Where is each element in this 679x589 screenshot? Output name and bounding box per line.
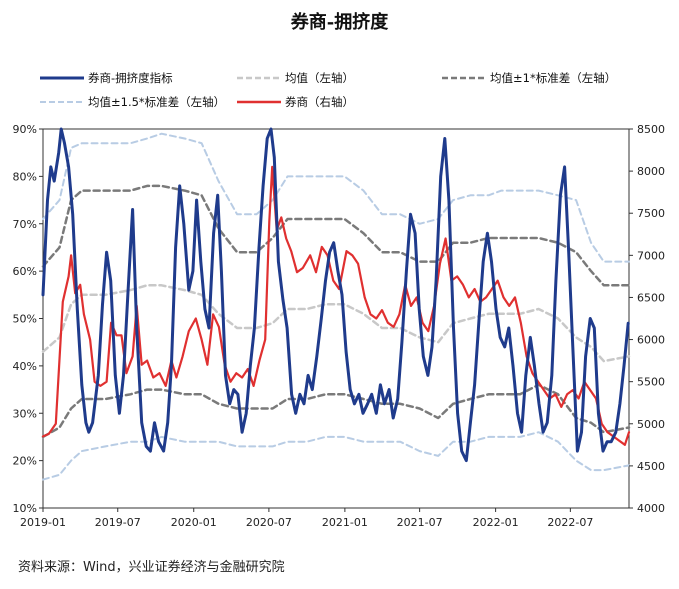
legend-label-broker: 券商（右轴） bbox=[285, 95, 354, 109]
y-right-tick-label: 6000 bbox=[637, 334, 665, 347]
y-left-tick-label: 30% bbox=[13, 407, 37, 420]
y-left-tick-label: 40% bbox=[13, 360, 37, 373]
y-right-tick-label: 7500 bbox=[637, 207, 665, 220]
plot-frame bbox=[42, 128, 630, 509]
chart-title: 券商-拥挤度 bbox=[290, 12, 389, 33]
y-left-tick-label: 90% bbox=[13, 123, 37, 136]
y-right-tick-label: 4000 bbox=[637, 502, 665, 515]
y-right-tick-label: 8500 bbox=[637, 123, 665, 136]
series-line-band15-lower bbox=[42, 431, 630, 481]
legend-label-band1: 均值±1*标准差（左轴） bbox=[490, 71, 617, 85]
series-line-index bbox=[41, 127, 630, 463]
legend-item-index: 券商-拥挤度指标 bbox=[40, 70, 173, 86]
y-right-tick-label: 6500 bbox=[637, 291, 665, 304]
series-line-band1-upper bbox=[41, 184, 631, 287]
series-line-band15-upper bbox=[42, 132, 630, 263]
legend-swatch-band15 bbox=[40, 101, 84, 103]
x-tick-label: 2020-01 bbox=[171, 516, 217, 529]
x-tick-label: 2022-01 bbox=[473, 516, 519, 529]
legend-label-band15: 均值±1.5*标准差（左轴） bbox=[88, 95, 226, 109]
legend-swatch-band1 bbox=[442, 76, 486, 80]
y-right-tick-label: 5000 bbox=[637, 418, 665, 431]
legend-swatch-index bbox=[40, 76, 84, 80]
y-left-tick-label: 70% bbox=[13, 218, 37, 231]
legend-swatch-mean bbox=[237, 76, 281, 80]
x-tick-label: 2022-07 bbox=[547, 516, 593, 529]
x-tick-label: 2021-07 bbox=[397, 516, 443, 529]
chart-axes bbox=[42, 128, 630, 509]
legend-item-band15: 均值±1.5*标准差（左轴） bbox=[40, 94, 225, 110]
legend-item-broker: 券商（右轴） bbox=[237, 94, 354, 110]
chart-legend: 券商-拥挤度指标 均值（左轴） 均值±1*标准差（左轴） 均值±1.5*标准差（… bbox=[40, 66, 670, 112]
x-tick-label: 2021-01 bbox=[322, 516, 368, 529]
y-right-tick-label: 7000 bbox=[637, 249, 665, 262]
legend-item-band1: 均值±1*标准差（左轴） bbox=[442, 70, 616, 86]
series-line-broker bbox=[41, 165, 631, 446]
x-tick-label: 2020-07 bbox=[246, 516, 292, 529]
x-tick-label: 2019-01 bbox=[20, 516, 66, 529]
y-left-tick-label: 10% bbox=[13, 502, 37, 515]
legend-swatch-broker bbox=[237, 100, 281, 104]
source-note: 资料来源：Wind，兴业证券经济与金融研究院 bbox=[18, 560, 285, 575]
legend-label-mean: 均值（左轴） bbox=[285, 71, 354, 85]
y-left-tick-label: 80% bbox=[13, 170, 37, 183]
y-right-tick-label: 4500 bbox=[637, 460, 665, 473]
y-right-tick-label: 5500 bbox=[637, 376, 665, 389]
x-tick-label: 2019-07 bbox=[95, 516, 141, 529]
series-line-mean bbox=[41, 284, 631, 363]
legend-item-mean: 均值（左轴） bbox=[237, 70, 354, 86]
y-right-tick-label: 8000 bbox=[637, 165, 665, 178]
y-left-tick-label: 20% bbox=[13, 455, 37, 468]
legend-label-index: 券商-拥挤度指标 bbox=[88, 71, 173, 85]
chart-series-layer bbox=[41, 127, 631, 481]
y-left-tick-label: 50% bbox=[13, 313, 37, 326]
y-left-tick-label: 60% bbox=[13, 265, 37, 278]
chart-ticks: 10% 20% 30% 40% 50% 60% 70% 80% 90% 4000 4500 5000 5… bbox=[13, 123, 665, 529]
